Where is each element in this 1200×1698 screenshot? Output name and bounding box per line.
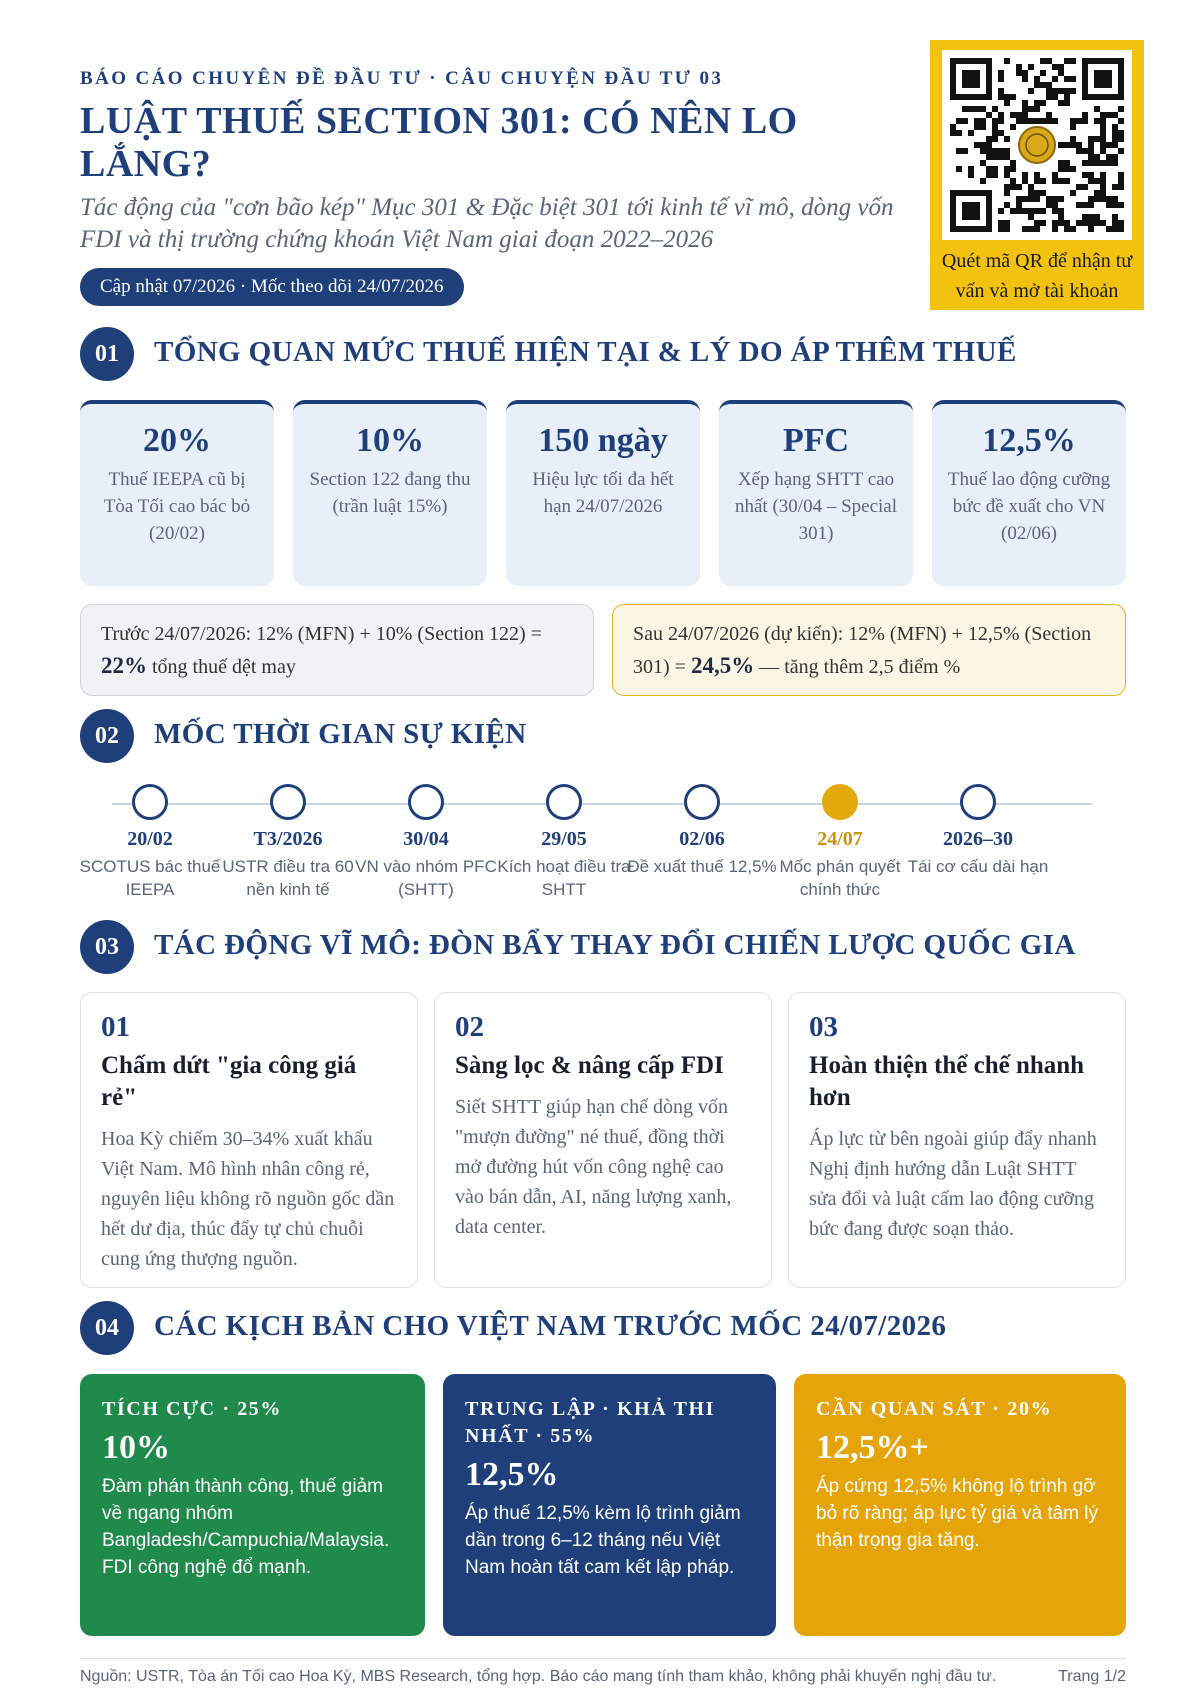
- scenario-value: 10%: [102, 1429, 170, 1466]
- before-tail: tổng thuế dệt may: [152, 656, 296, 678]
- stat-desc: Hiệu lực tối đa hết hạn 24/07/2026: [532, 469, 674, 517]
- page-title: LUẬT THUẾ SECTION 301: CÓ NÊN LO LẮNG?: [80, 100, 798, 185]
- scenario-body: Đàm phán thành công, thuế giảm về ngang …: [102, 1476, 390, 1578]
- timeline-desc: VN vào nhóm PFC (SHTT): [355, 857, 497, 899]
- footer-divider: [80, 1658, 1126, 1659]
- qr-panel[interactable]: Quét mã QR để nhận tư vấn và mở tài khoả…: [930, 40, 1144, 310]
- after-tail: — tăng thêm 2,5 điểm %: [759, 656, 961, 678]
- timeline-dot: [546, 784, 582, 820]
- report-kicker: BÁO CÁO CHUYÊN ĐỀ ĐẦU TƯ · CÂU CHUYỆN ĐẦ…: [80, 68, 724, 89]
- section-number-02: 02: [80, 709, 134, 763]
- timeline-event: 30/04 VN vào nhóm PFC (SHTT): [351, 784, 501, 901]
- scenario-label: TRUNG LẬP · KHẢ THI NHẤT · 55%: [465, 1398, 716, 1447]
- stat-card: 150 ngày Hiệu lực tối đa hết hạn 24/07/2…: [506, 400, 700, 586]
- timeline-dot: [270, 784, 306, 820]
- timeline-desc: SCOTUS bác thuế IEEPA: [79, 857, 221, 899]
- timeline-date: T3/2026: [253, 828, 323, 850]
- stat-value: 10%: [356, 422, 424, 459]
- timeline-desc: Tái cơ cấu dài hạn: [907, 857, 1049, 876]
- timeline-dot: [132, 784, 168, 820]
- section-number-03: 03: [80, 920, 134, 974]
- impact-body: Siết SHTT giúp hạn chế dòng vốn "mượn đư…: [455, 1096, 732, 1238]
- stat-desc: Thuế lao động cưỡng bức đề xuất cho VN (…: [947, 469, 1111, 544]
- before-text: Trước 24/07/2026: 12% (MFN) + 10% (Secti…: [101, 623, 542, 645]
- impact-number: 02: [455, 1011, 484, 1043]
- stat-value: PFC: [782, 422, 850, 459]
- timeline-date: 2026–30: [943, 828, 1013, 850]
- impact-body: Áp lực từ bên ngoài giúp đẩy nhanh Nghị …: [809, 1128, 1097, 1240]
- timeline-desc: Mốc phán quyết chính thức: [779, 857, 901, 899]
- timeline-event: T3/2026 USTR điều tra 60 nền kinh tế: [213, 784, 363, 901]
- stat-card: 12,5% Thuế lao động cưỡng bức đề xuất ch…: [932, 400, 1126, 586]
- tariff-before-box: Trước 24/07/2026: 12% (MFN) + 10% (Secti…: [80, 604, 594, 696]
- stat-value: 20%: [143, 422, 211, 459]
- stat-card: 20% Thuế IEEPA cũ bị Tòa Tối cao bác bỏ …: [80, 400, 274, 586]
- scenario-body: Áp thuế 12,5% kèm lộ trình giảm dần tron…: [465, 1503, 741, 1578]
- timeline-date: 30/04: [403, 828, 449, 850]
- impact-card: 02 Sàng lọc & nâng cấp FDI Siết SHTT giú…: [434, 992, 772, 1288]
- timeline-desc: Đề xuất thuế 12,5%: [627, 857, 777, 876]
- impact-number: 03: [809, 1011, 838, 1043]
- timeline-date: 02/06: [679, 828, 725, 850]
- qr-caption: Quét mã QR để nhận tư vấn và mở tài khoả…: [941, 250, 1133, 302]
- impact-body: Hoa Kỳ chiếm 30–34% xuất khẩu Việt Nam. …: [101, 1128, 395, 1270]
- footer-source: Nguồn: USTR, Tòa án Tối cao Hoa Kỳ, MBS …: [80, 1668, 997, 1685]
- impact-number: 01: [101, 1011, 130, 1043]
- page-subtitle: Tác động của "cơn bão kép" Mục 301 & Đặc…: [80, 194, 894, 253]
- stat-value: 150 ngày: [538, 422, 668, 459]
- scenario-value: 12,5%: [465, 1456, 559, 1493]
- impact-card: 01 Chấm dứt "gia công giá rẻ" Hoa Kỳ chi…: [80, 992, 418, 1288]
- timeline-axis: [112, 803, 1092, 805]
- stat-desc: Section 122 đang thu (trần luật 15%): [309, 469, 471, 517]
- stat-desc: Thuế IEEPA cũ bị Tòa Tối cao bác bỏ (20/…: [103, 469, 251, 544]
- scenario-watch-card: CẦN QUAN SÁT · 20% 12,5%+ Áp cứng 12,5% …: [794, 1374, 1126, 1636]
- timeline-dot: [408, 784, 444, 820]
- section-number-01: 01: [80, 327, 134, 381]
- timeline-dot: [822, 784, 858, 820]
- section-number-04: 04: [80, 1301, 134, 1355]
- timeline-event: 2026–30 Tái cơ cấu dài hạn: [903, 784, 1053, 878]
- stat-card: PFC Xếp hạng SHTT cao nhất (30/04 – Spec…: [719, 400, 913, 586]
- section-title-04: CÁC KỊCH BẢN CHO VIỆT NAM TRƯỚC MỐC 24/0…: [154, 1310, 947, 1342]
- timeline-dot: [960, 784, 996, 820]
- impact-heading: Chấm dứt "gia công giá rẻ": [101, 1052, 357, 1111]
- stat-card: 10% Section 122 đang thu (trần luật 15%): [293, 400, 487, 586]
- section-title-03: TÁC ĐỘNG VĨ MÔ: ĐÒN BẨY THAY ĐỔI CHIẾN L…: [154, 929, 1076, 961]
- timeline-date: 29/05: [541, 828, 587, 850]
- scenario-label: CẦN QUAN SÁT · 20%: [816, 1398, 1053, 1420]
- tariff-after-box: Sau 24/07/2026 (dự kiến): 12% (MFN) + 12…: [612, 604, 1126, 696]
- timeline-event: 20/02 SCOTUS bác thuế IEEPA: [75, 784, 225, 901]
- scenario-body: Áp cứng 12,5% không lộ trình gỡ bỏ rõ rà…: [816, 1476, 1099, 1551]
- section-title-02: MỐC THỜI GIAN SỰ KIỆN: [154, 718, 527, 750]
- timeline-desc: USTR điều tra 60 nền kinh tế: [222, 857, 354, 899]
- update-badge: Cập nhật 07/2026 · Mốc theo dõi 24/07/20…: [80, 268, 464, 306]
- timeline-event: 02/06 Đề xuất thuế 12,5%: [627, 784, 777, 878]
- scenario-neutral-card: TRUNG LẬP · KHẢ THI NHẤT · 55% 12,5% Áp …: [443, 1374, 776, 1636]
- timeline-date: 20/02: [127, 828, 173, 850]
- stat-value: 12,5%: [982, 422, 1076, 459]
- section-title-01: TỔNG QUAN MỨC THUẾ HIỆN TẠI & LÝ DO ÁP T…: [154, 336, 1017, 368]
- impact-heading: Sàng lọc & nâng cấp FDI: [455, 1052, 724, 1079]
- before-total: 22%: [101, 653, 147, 678]
- impact-heading: Hoàn thiện thể chế nhanh hơn: [809, 1052, 1085, 1111]
- timeline-date: 24/07: [817, 828, 863, 850]
- after-text: Sau 24/07/2026 (dự kiến): 12% (MFN) + 12…: [633, 623, 1092, 678]
- impact-card: 03 Hoàn thiện thể chế nhanh hơn Áp lực t…: [788, 992, 1126, 1288]
- timeline-event: 29/05 Kích hoạt điều tra SHTT: [489, 784, 639, 901]
- timeline-event: 24/07 Mốc phán quyết chính thức: [765, 784, 915, 901]
- timeline-dot: [684, 784, 720, 820]
- stat-desc: Xếp hạng SHTT cao nhất (30/04 – Special …: [735, 469, 897, 544]
- timeline-desc: Kích hoạt điều tra SHTT: [497, 857, 631, 899]
- qr-code-icon[interactable]: [942, 50, 1132, 240]
- after-total: 24,5%: [690, 653, 755, 678]
- scenario-label: TÍCH CỰC · 25%: [102, 1398, 282, 1420]
- scenario-positive-card: TÍCH CỰC · 25% 10% Đàm phán thành công, …: [80, 1374, 425, 1636]
- scenario-value: 12,5%+: [816, 1429, 929, 1466]
- page-number: Trang 1/2: [1058, 1668, 1126, 1685]
